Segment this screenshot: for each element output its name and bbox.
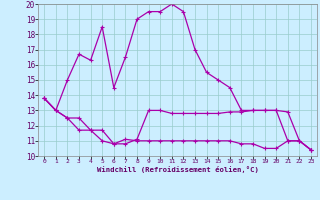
- X-axis label: Windchill (Refroidissement éolien,°C): Windchill (Refroidissement éolien,°C): [97, 166, 259, 173]
